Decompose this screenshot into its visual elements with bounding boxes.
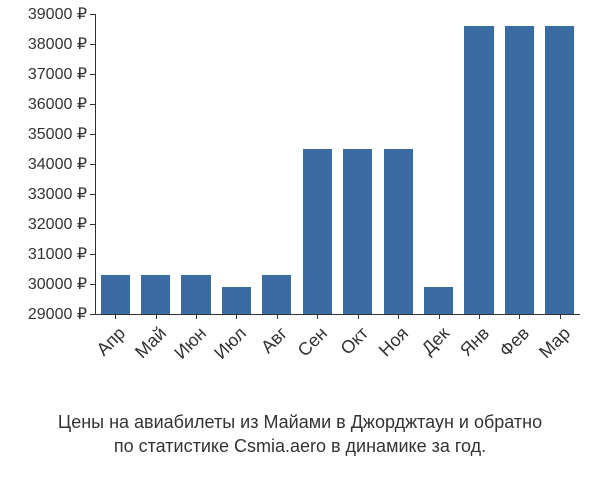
bar — [181, 275, 210, 314]
x-tick-label: Фев — [496, 323, 534, 361]
y-tick-label: 39000 ₽ — [28, 4, 95, 24]
x-tick — [398, 314, 399, 319]
x-tick-label: Авг — [257, 323, 292, 358]
bar — [505, 26, 534, 314]
x-tick-label: Ноя — [375, 323, 413, 361]
y-axis-line — [95, 14, 96, 314]
x-tick-label: Сен — [294, 323, 332, 361]
bar — [222, 287, 251, 314]
x-tick — [236, 314, 237, 319]
y-tick-label: 33000 ₽ — [28, 184, 95, 204]
bar — [303, 149, 332, 314]
x-tick — [196, 314, 197, 319]
x-axis-line — [95, 314, 580, 315]
caption-line-2: по статистике Csmia.aero в динамике за г… — [114, 436, 486, 456]
x-tick — [479, 314, 480, 319]
x-tick-label: Апр — [93, 323, 130, 360]
y-tick-label: 37000 ₽ — [28, 64, 95, 84]
bar — [262, 275, 291, 314]
bar — [464, 26, 493, 314]
y-tick-label: 35000 ₽ — [28, 124, 95, 144]
x-tick — [519, 314, 520, 319]
x-tick-label: Окт — [336, 323, 372, 359]
caption-line-1: Цены на авиабилеты из Майами в Джорджтау… — [58, 412, 542, 432]
x-tick-label: Дек — [417, 323, 453, 359]
y-tick-label: 32000 ₽ — [28, 214, 95, 234]
x-tick — [439, 314, 440, 319]
chart-caption: Цены на авиабилеты из Майами в Джорджтау… — [0, 410, 600, 459]
x-tick — [156, 314, 157, 319]
bar — [141, 275, 170, 314]
y-tick-label: 38000 ₽ — [28, 34, 95, 54]
x-tick — [277, 314, 278, 319]
x-tick-label: Июл — [211, 323, 252, 364]
x-tick-label: Июн — [170, 323, 211, 364]
plot-area: 29000 ₽30000 ₽31000 ₽32000 ₽33000 ₽34000… — [95, 14, 580, 314]
y-tick-label: 31000 ₽ — [28, 244, 95, 264]
y-tick-label: 30000 ₽ — [28, 274, 95, 294]
x-tick — [560, 314, 561, 319]
x-tick — [358, 314, 359, 319]
price-bar-chart: 29000 ₽ 30000 ₽ 31000 ₽ 32000 ₽ 33000 ₽ 34000… — [0, 0, 600, 500]
bar — [424, 287, 453, 314]
bar — [343, 149, 372, 314]
bar — [101, 275, 130, 314]
x-tick — [317, 314, 318, 319]
x-tick-label: Янв — [456, 323, 494, 361]
y-tick-label: 34000 ₽ — [28, 154, 95, 174]
y-tick-label: 29000 ₽ — [28, 304, 95, 324]
bar — [384, 149, 413, 314]
x-tick-label: Май — [131, 323, 171, 363]
x-tick-label: Мар — [535, 323, 575, 363]
y-tick-label: 36000 ₽ — [28, 94, 95, 114]
bar — [545, 26, 574, 314]
x-tick — [115, 314, 116, 319]
